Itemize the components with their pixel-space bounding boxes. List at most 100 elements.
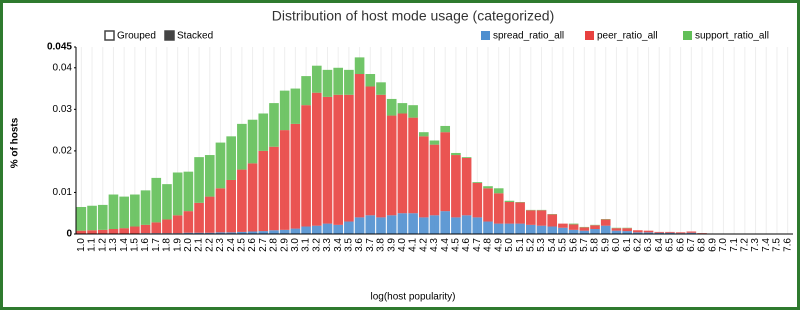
x-tick-label: 6.9 [707, 238, 718, 252]
x-tick-label: 2.2 [204, 238, 215, 252]
x-tick-label: 7.6 [782, 238, 793, 252]
bar-segment [226, 232, 236, 234]
y-tick-label: 0.045 [47, 42, 72, 53]
bar-segment [483, 188, 493, 222]
bar-segment [493, 188, 504, 194]
bar-segment [322, 223, 333, 234]
control-label[interactable]: Grouped [117, 31, 156, 42]
bar-segment [162, 219, 172, 234]
x-tick-label: 3.6 [354, 238, 365, 252]
bar-segment [333, 67, 344, 95]
bar-segment [376, 82, 386, 95]
x-tick-label: 3.4 [333, 238, 344, 252]
control-box[interactable] [164, 30, 175, 41]
bar-segment [504, 223, 515, 234]
x-tick-label: 2.1 [194, 238, 205, 252]
legend-label[interactable]: support_ratio_all [695, 31, 769, 42]
bar-segment [408, 117, 418, 214]
bar-segment [97, 229, 108, 234]
bar-segment [515, 202, 525, 224]
x-tick-label: 1.0 [76, 238, 87, 252]
bar-segment [461, 215, 472, 234]
bar-segment [483, 186, 493, 189]
bar-segment [472, 182, 483, 183]
bar-segment [386, 98, 397, 116]
bar-segment [365, 74, 376, 87]
bar-segment [258, 113, 269, 151]
x-tick-label: 3.9 [386, 238, 397, 252]
bar-segment [237, 123, 247, 170]
bar-segment [333, 224, 344, 234]
bar-segment [87, 230, 97, 234]
bar-segment [547, 226, 558, 234]
bar-segment [130, 194, 140, 227]
bar-segment [686, 231, 697, 233]
bar-segment [643, 232, 654, 234]
bar-segment [429, 140, 440, 145]
x-tick-label: 4.4 [440, 238, 451, 252]
bar-segment [247, 119, 258, 164]
control-box[interactable] [104, 30, 115, 41]
bar-segment [183, 232, 194, 234]
bar-segment [536, 225, 547, 234]
legend-label[interactable]: peer_ratio_all [597, 31, 658, 42]
bar-segment [354, 57, 365, 75]
bar-segment [290, 123, 301, 229]
bar-segment [108, 229, 119, 234]
bar-segment [493, 223, 504, 234]
x-tick-label: 1.2 [97, 238, 108, 252]
bar-segment [590, 229, 600, 234]
bar-segment [536, 210, 547, 226]
bar-segment [397, 113, 408, 214]
y-tick-label: 0.02 [53, 146, 73, 157]
bar-segment [568, 229, 579, 234]
bar-segment [386, 215, 397, 234]
bar-segment [483, 221, 493, 234]
x-tick-label: 7.3 [750, 238, 761, 252]
bar-segment [440, 211, 451, 234]
bar-segment [686, 232, 697, 234]
bar-segment [451, 155, 461, 218]
bar-segment [269, 230, 279, 234]
bar-segment [151, 177, 162, 223]
bar-segment [311, 225, 322, 234]
bar-segment [344, 94, 354, 222]
bar-segment [301, 226, 311, 234]
bar-segment [654, 232, 665, 234]
legend-swatch[interactable] [585, 31, 594, 40]
x-tick-label: 3.0 [290, 238, 301, 252]
bar-segment [600, 219, 611, 226]
x-tick-label: 1.1 [87, 238, 98, 252]
bar-segment [461, 157, 472, 216]
bar-segment [515, 223, 525, 234]
bar-segment [140, 224, 151, 234]
y-tick-label: 0.04 [53, 62, 73, 73]
bar-segment [151, 222, 162, 234]
x-tick-label: 4.7 [472, 238, 483, 252]
x-tick-label: 1.5 [129, 238, 140, 252]
bar-segment [397, 103, 408, 114]
bar-segment [194, 232, 204, 234]
x-tick-label: 1.3 [108, 238, 119, 252]
x-tick-label: 6.7 [686, 238, 697, 252]
control-label[interactable]: Stacked [177, 31, 213, 42]
bar-segment [119, 196, 129, 229]
legend-swatch[interactable] [481, 31, 490, 40]
bar-segment [215, 188, 226, 233]
x-tick-label: 4.3 [429, 238, 440, 252]
x-tick-label: 4.9 [493, 238, 504, 252]
x-tick-label: 5.6 [568, 238, 579, 252]
x-tick-label: 4.5 [451, 238, 462, 252]
bar-segment [472, 217, 483, 234]
bar-segment [247, 163, 258, 232]
legend-swatch[interactable] [683, 31, 692, 40]
bar-segment [108, 194, 119, 230]
bar-segment [269, 146, 279, 231]
x-tick-label: 6.6 [675, 238, 686, 252]
x-tick-label: 6.8 [697, 238, 708, 252]
bar-segment [675, 232, 686, 234]
bar-segment [194, 202, 204, 233]
legend-label[interactable]: spread_ratio_all [493, 31, 564, 42]
bar-segment [279, 90, 290, 131]
x-tick-label: 1.7 [151, 238, 162, 252]
